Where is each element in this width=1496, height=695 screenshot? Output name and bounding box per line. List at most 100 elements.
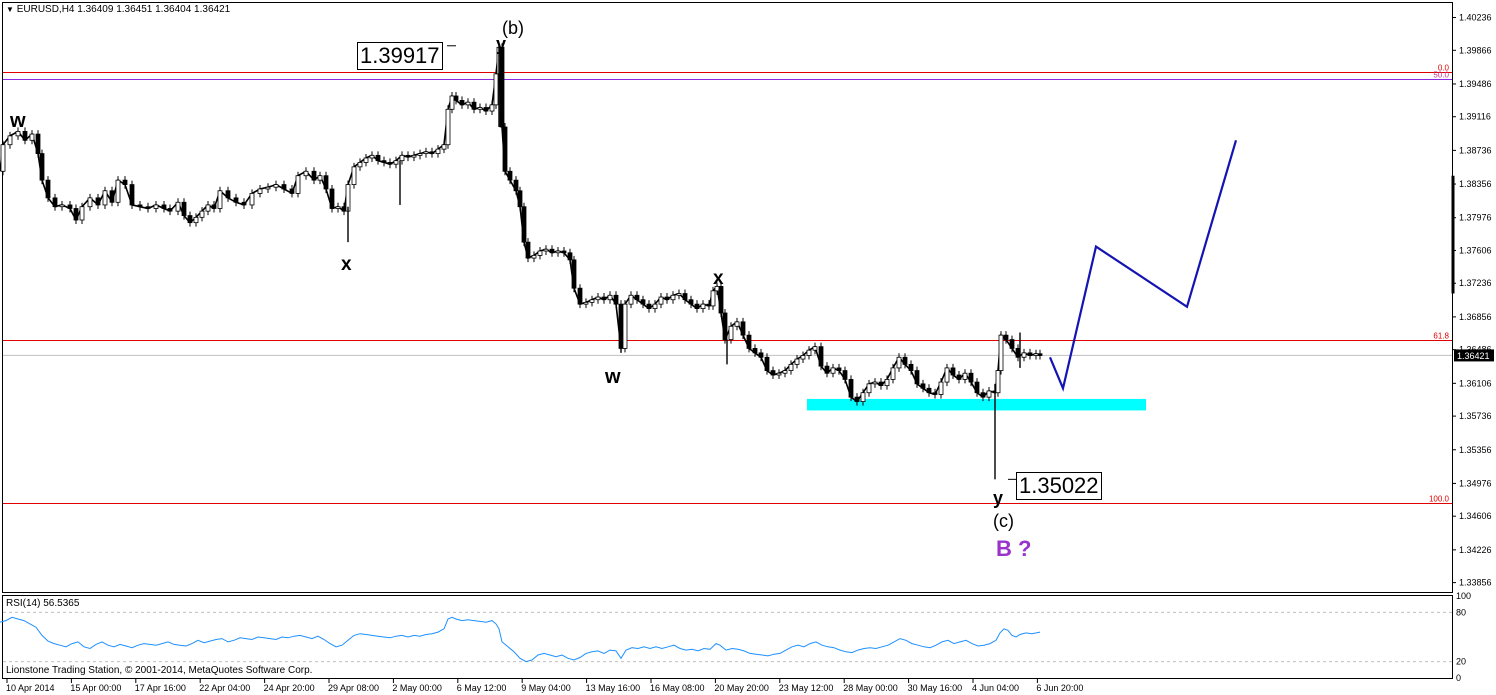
candle-body xyxy=(95,197,101,206)
candle-body xyxy=(1027,352,1033,356)
low-price-box: 1.35022 xyxy=(1016,472,1102,500)
time-tick-label: 20 May 20:00 xyxy=(714,683,769,693)
rsi-axis-label: 0 xyxy=(1456,673,1461,683)
candle-body xyxy=(646,303,652,309)
candle-body xyxy=(776,372,782,376)
candle-body xyxy=(265,186,271,190)
candle-body xyxy=(357,162,363,168)
wave-label-c: (c) xyxy=(993,511,1014,531)
candle-body xyxy=(866,383,872,394)
candle-body xyxy=(435,148,441,154)
candle-body xyxy=(393,160,399,165)
candle-body xyxy=(0,144,6,172)
candle-body xyxy=(607,294,613,301)
rsi-panel-border xyxy=(2,595,1453,679)
candle-body xyxy=(746,334,752,349)
candle-body xyxy=(986,390,992,398)
menu-triangle-icon[interactable]: ▼ xyxy=(6,5,14,14)
time-tick-label: 6 Jun 20:00 xyxy=(1036,683,1083,693)
candle-body xyxy=(29,133,35,141)
candle-body xyxy=(700,303,706,309)
candle-body xyxy=(706,303,712,307)
candle-body xyxy=(549,248,555,254)
candle-body xyxy=(489,104,495,112)
time-tick-label: 10 Apr 2014 xyxy=(6,683,55,693)
candle-body xyxy=(375,154,381,162)
candle-body xyxy=(273,184,279,188)
candle-body xyxy=(782,370,788,374)
rsi-indicator: 100 80 20 0 xyxy=(0,591,1471,683)
candle-body xyxy=(381,160,387,163)
symbol-ohlc: EURUSD,H4 1.36409 1.36451 1.36404 1.3642… xyxy=(16,4,231,15)
candle-body xyxy=(890,367,896,380)
price-tick-label: 1.37606 xyxy=(1459,245,1492,255)
price-tick-label: 1.34606 xyxy=(1459,511,1492,521)
candle-body xyxy=(423,151,429,154)
price-tick-label: 1.40236 xyxy=(1459,13,1492,23)
candle-body xyxy=(1033,353,1039,356)
candle-body xyxy=(193,216,199,224)
candle-body xyxy=(341,206,347,212)
candle-body xyxy=(517,190,523,208)
candle-body xyxy=(79,206,85,221)
candle-body xyxy=(628,294,634,305)
price-tick-label: 1.37236 xyxy=(1459,278,1492,288)
candle-body xyxy=(35,133,41,154)
current-price-label: 1.36421 xyxy=(1457,351,1490,361)
candle-body xyxy=(477,107,483,110)
candle-body xyxy=(664,296,670,301)
candle-body xyxy=(595,296,601,301)
time-tick-label: 23 May 12:00 xyxy=(779,683,834,693)
rsi-title: RSI(14) 56.5365 xyxy=(6,598,80,609)
candle-body xyxy=(794,358,800,365)
candle-body xyxy=(710,290,716,307)
price-tick-label: 1.39116 xyxy=(1459,112,1491,122)
candle-body xyxy=(812,346,818,351)
price-tick-label: 1.36106 xyxy=(1459,378,1492,388)
candle-body xyxy=(15,131,21,137)
candle-body xyxy=(531,255,537,259)
price-tick-label: 1.38356 xyxy=(1459,179,1492,189)
candle-body xyxy=(405,154,411,158)
time-tick-label: 9 May 04:00 xyxy=(521,683,571,693)
candle-body xyxy=(848,379,854,398)
candle-body xyxy=(67,204,73,209)
candle-body xyxy=(914,370,920,385)
support-zone-layer xyxy=(807,398,1146,411)
fib-label-0.0: 0.0 xyxy=(1438,64,1450,73)
time-tick-label: 30 May 16:00 xyxy=(908,683,963,693)
price-line xyxy=(0,47,1041,403)
candle-body xyxy=(363,157,369,163)
candle-body xyxy=(688,299,694,305)
candle-body xyxy=(289,188,295,194)
candle-body xyxy=(670,294,676,301)
high-price-box: 1.39917 xyxy=(357,42,443,70)
candle-body xyxy=(187,215,193,224)
price-tick-label: 1.35736 xyxy=(1459,411,1492,421)
candle-body xyxy=(483,107,489,112)
fib-label-100.0: 100.0 xyxy=(1429,495,1450,504)
candle-body xyxy=(39,153,45,181)
fib-label-50.0: 50.0 xyxy=(1433,71,1449,80)
candle-body xyxy=(836,367,842,371)
candle-body xyxy=(694,303,700,309)
candle-body xyxy=(872,381,878,385)
candle-body xyxy=(205,204,211,212)
candle-body xyxy=(1037,353,1043,356)
candle-body xyxy=(22,131,28,141)
candle-body xyxy=(102,190,108,206)
candle-body xyxy=(555,250,561,254)
candle-body xyxy=(806,349,812,356)
candle-body xyxy=(502,126,508,172)
candle-body xyxy=(257,188,263,194)
candle-body xyxy=(7,135,13,146)
candle-body xyxy=(175,201,181,212)
time-tick-label: 24 Apr 20:00 xyxy=(264,683,315,693)
candle-body xyxy=(938,381,944,395)
rsi-axis-label: 100 xyxy=(1456,591,1471,601)
candle-body xyxy=(109,190,115,203)
candle-body xyxy=(968,372,974,383)
candle-body xyxy=(399,154,405,162)
fib-levels: 0.050.0 61.8 100.0 xyxy=(3,64,1452,504)
